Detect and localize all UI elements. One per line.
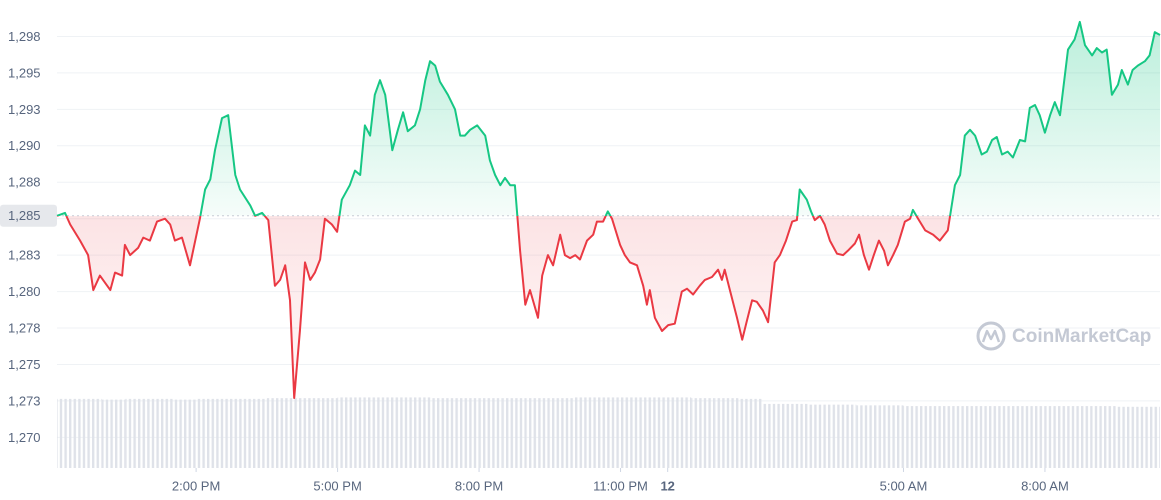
- watermark-logo: [976, 321, 1006, 351]
- x-tick-label: 8:00 PM: [455, 478, 503, 493]
- area-fill: [57, 21, 1160, 399]
- y-tick-label: 1,285: [8, 208, 41, 223]
- baseline-label-box: [0, 204, 57, 227]
- watermark-logo-mark: [981, 329, 1001, 343]
- volume-bar: [856, 405, 880, 468]
- volume-bar: [78, 398, 102, 468]
- volume-bar: [290, 398, 315, 468]
- volume-bar: [148, 398, 173, 468]
- volume-bar: [832, 404, 857, 468]
- y-tick-label: 1,280: [8, 284, 41, 299]
- y-tick-label: 1,283: [8, 248, 41, 263]
- volume-bar: [502, 398, 527, 468]
- volume-bar: [196, 398, 220, 468]
- volume-bar: [879, 405, 904, 468]
- volume-bar: [761, 403, 786, 468]
- volume-bar: [101, 399, 126, 468]
- volume-bar: [903, 406, 928, 468]
- volume-bar: [596, 397, 621, 468]
- volume-bar: [644, 397, 668, 468]
- volume-bar: [620, 397, 645, 468]
- volume-bar: [408, 397, 432, 468]
- watermark-text: CoinMarketCap: [1012, 326, 1151, 347]
- volume-bar: [57, 398, 79, 468]
- volume-bar: [927, 406, 951, 468]
- volume-bar: [243, 398, 267, 468]
- y-tick-label: 1,270: [8, 430, 41, 445]
- volume-bar: [479, 398, 503, 468]
- volume-bar: [809, 404, 833, 468]
- volume-bar: [974, 406, 998, 468]
- x-tick-label: 12: [660, 478, 674, 493]
- x-tick-label: 5:00 PM: [313, 478, 361, 493]
- y-tick-label: 1,278: [8, 320, 41, 335]
- y-tick-label: 1,288: [8, 175, 41, 190]
- price-line: [56, 20, 1161, 399]
- y-tick-label: 1,273: [8, 393, 41, 408]
- x-tick-label: 11:00 PM: [593, 478, 648, 493]
- y-tick-label: 1,275: [8, 357, 41, 372]
- volume-bar: [573, 397, 597, 468]
- volume-bar: [1021, 406, 1045, 468]
- volume-bar: [714, 398, 739, 468]
- volume-bar: [384, 397, 409, 468]
- volume-bar: [219, 398, 244, 468]
- volume-bar: [1044, 406, 1069, 468]
- watermark: CoinMarketCap: [976, 321, 1151, 351]
- volume-bar: [1068, 406, 1093, 468]
- y-tick-label: 1,293: [8, 102, 41, 117]
- volume-bar: [172, 399, 197, 468]
- volume-bar: [950, 406, 975, 468]
- volume-bar: [1139, 406, 1160, 468]
- volume-bar: [314, 398, 338, 468]
- volume-bar: [997, 406, 1022, 468]
- volume-bar: [266, 398, 291, 468]
- volume-bar: [526, 398, 550, 468]
- volume-bar: [667, 397, 692, 468]
- x-tick-label: 2:00 PM: [172, 478, 220, 493]
- y-tick-label: 1,290: [8, 138, 41, 153]
- volume-bar: [738, 398, 762, 468]
- x-tick-label: 5:00 AM: [880, 478, 928, 493]
- volume-bar: [337, 397, 362, 468]
- volume-bar: [1092, 406, 1116, 468]
- volume-bar: [431, 398, 456, 468]
- volume-bar: [1115, 406, 1140, 468]
- volume-bar: [361, 397, 385, 468]
- volume-bar: [785, 403, 810, 468]
- volume-bar: [549, 398, 574, 468]
- volume-bar: [455, 398, 480, 468]
- y-tick-label: 1,298: [8, 29, 41, 44]
- y-tick-label: 1,295: [8, 65, 41, 80]
- volume-bar: [691, 398, 715, 468]
- x-tick-label: 8:00 AM: [1021, 478, 1069, 493]
- volume-bar: [125, 398, 149, 468]
